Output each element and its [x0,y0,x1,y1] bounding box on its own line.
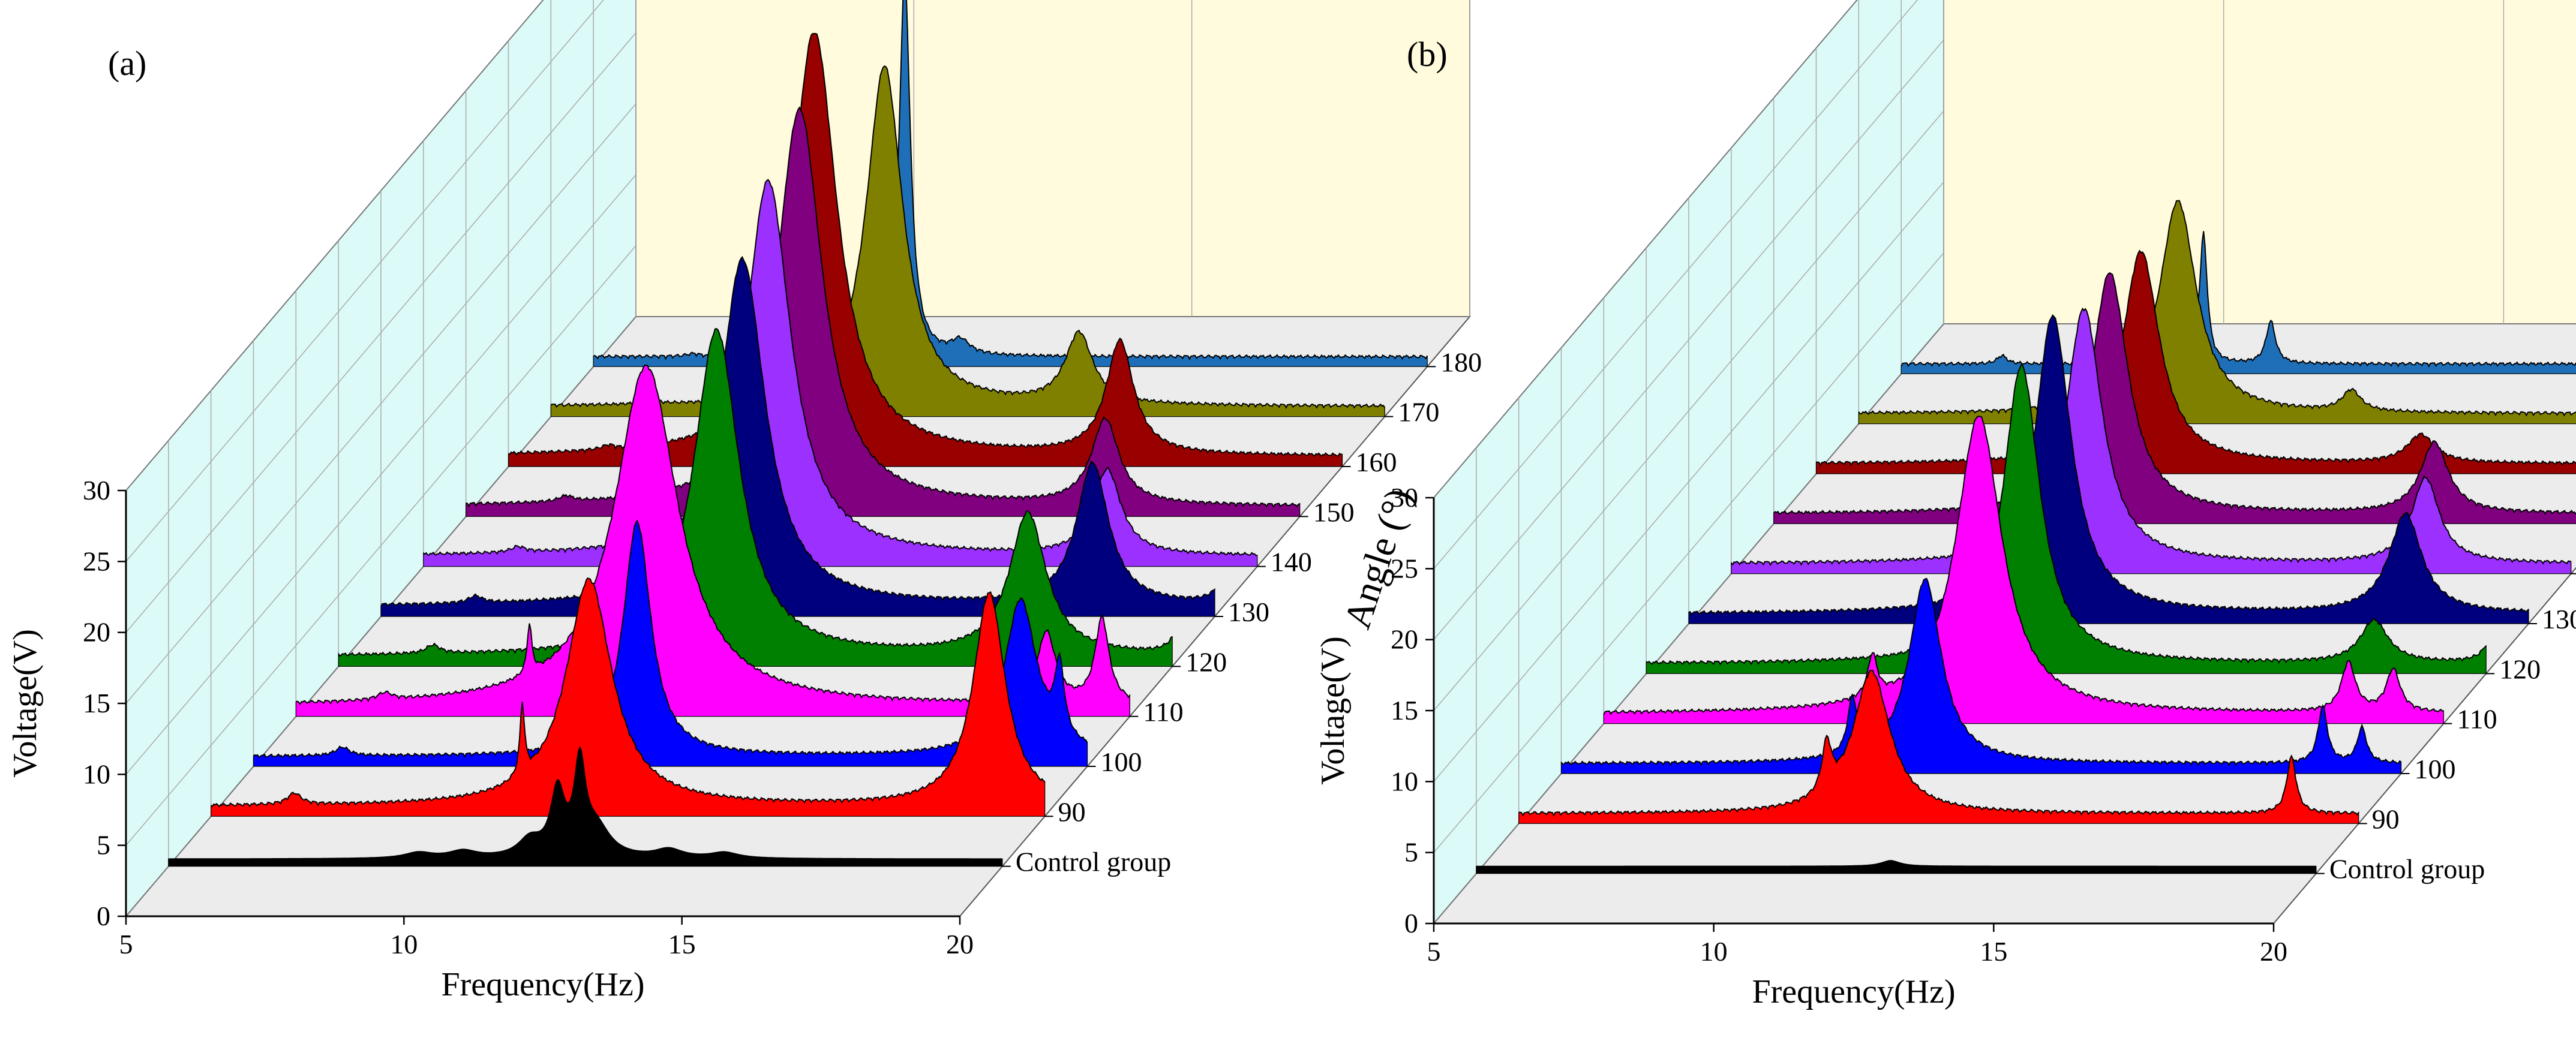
y-tick-label: 20 [1391,624,1418,655]
y-tick-label: 0 [97,901,110,931]
z-tick-label: 110 [2457,704,2497,735]
wall-grid [1433,0,2505,874]
series-110 [1603,416,2444,724]
series-outline [1731,307,2572,566]
series-150 [1773,272,2576,524]
z-tick-label: 170 [1398,397,1439,428]
series-170 [1858,200,2576,425]
y-tick-label: 0 [1404,908,1418,938]
x-tick-label: 15 [668,929,696,959]
back-wall [1943,0,2576,324]
z-tick-label: 110 [1143,697,1183,727]
x-tick-label: 10 [1700,936,1728,967]
series-outline [1603,416,2444,715]
y-tick-label: 15 [1391,695,1418,726]
y-tick-label: 25 [1391,553,1418,583]
series-control-group [1476,860,2317,874]
series-120 [338,328,1173,667]
series-outline [1773,272,2576,515]
y-axis-title: Voltage(V) [1314,636,1352,785]
series-150 [466,106,1301,517]
series-90 [211,577,1046,817]
z-tick-label: Control group [1016,847,1171,877]
panel-label: (b) [1407,35,1448,74]
series-outline [211,577,1046,808]
x-axis-title: Frequency(Hz) [442,966,645,1003]
z-tick-label: 120 [2499,654,2541,684]
y-tick-label: 30 [1391,482,1418,513]
series-170 [550,65,1386,417]
z-tick-label: 130 [1228,597,1269,627]
z-tick-label: 100 [2415,754,2456,784]
z-tick-label: Control group [2329,854,2485,884]
series-outline [1476,860,2316,867]
z-tick-label: 160 [1356,447,1397,477]
x-tick-label: 5 [1427,936,1441,967]
series-outline [1518,669,2359,817]
series-outline [423,179,1257,556]
x-tick-label: 10 [390,929,418,959]
x-axis-title: Frequency(Hz) [1752,973,1956,1010]
z-tick-label: 90 [1058,796,1086,827]
y-tick-label: 15 [83,688,110,718]
z-tick-label: 150 [1313,497,1355,527]
series-outline [1901,231,2576,368]
series-outline [168,745,1002,860]
x-tick-label: 20 [2260,936,2287,967]
series-outline [1688,314,2529,616]
series-control-group [168,745,1003,867]
z-tick-label: 130 [2542,604,2576,634]
x-tick-label: 5 [119,929,133,959]
y-axis-title: Voltage(V) [7,629,44,778]
y-tick-label: 20 [83,617,110,648]
series-100 [1560,577,2402,774]
z-tick-label: 180 [1440,347,1482,377]
series-160 [1815,249,2576,474]
y-tick-label: 5 [1404,837,1418,868]
series-outline [338,328,1173,657]
series-120 [1646,363,2487,674]
panel-label: (a) [108,44,146,83]
series-outline [1560,577,2402,767]
series-130 [380,255,1215,617]
y-tick-label: 10 [1391,766,1418,796]
z-tick-label: 100 [1101,747,1142,777]
series-outline [1858,200,2576,417]
x-tick-label: 15 [1980,936,2007,967]
y-tick-label: 10 [83,759,110,789]
z-tick-label: 120 [1185,646,1227,677]
y-tick-label: 25 [83,546,110,576]
z-tick-label: 140 [1271,547,1312,577]
series-180 [1901,231,2576,374]
z-tick-label: 90 [2372,804,2400,834]
series-outline [1646,363,2487,666]
y-tick-label: 30 [83,475,110,506]
series-outline [466,106,1301,508]
series-outline [380,255,1215,608]
series-outline [253,519,1088,759]
series-140 [423,179,1258,567]
series-90 [1518,669,2359,824]
series-outline [550,65,1386,410]
series-140 [1731,307,2572,574]
y-tick-label: 5 [97,830,110,861]
series-130 [1688,314,2529,624]
series-outline [1816,249,2576,467]
x-tick-label: 20 [946,929,974,959]
